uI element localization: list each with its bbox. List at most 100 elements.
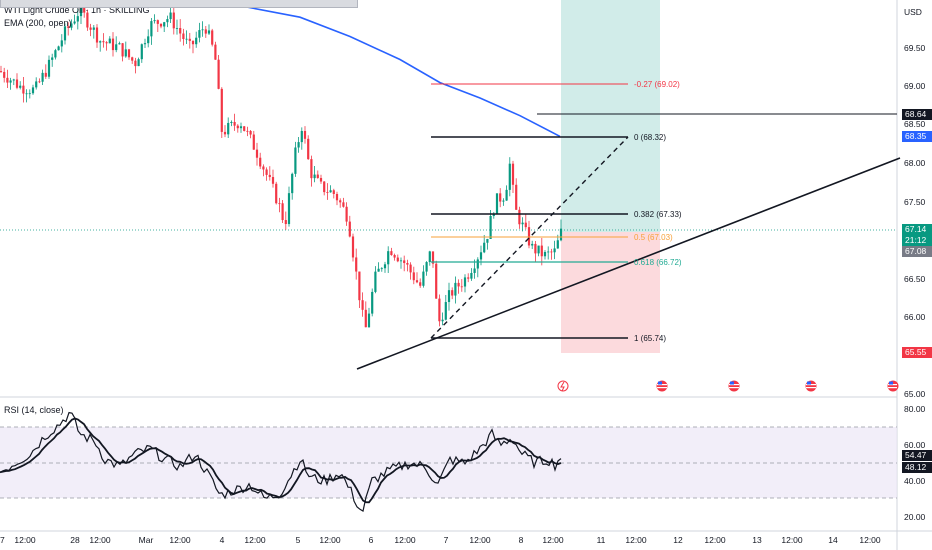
candle-body xyxy=(409,264,412,273)
candle-body xyxy=(553,248,556,253)
price-badge-current: 67.14 21:12 xyxy=(902,224,932,246)
candle-body xyxy=(537,245,540,254)
candle-body xyxy=(457,282,460,287)
candle-body xyxy=(137,59,140,67)
candle-body xyxy=(524,222,527,228)
candle-body xyxy=(99,41,102,43)
toolbar-box[interactable] xyxy=(0,0,358,8)
price-badge-ema: 68.35 xyxy=(902,131,932,142)
candle-body xyxy=(118,43,121,45)
bar-countdown: 21:12 xyxy=(905,235,927,245)
currency-label[interactable]: USD xyxy=(904,7,922,17)
candle-body xyxy=(105,42,108,44)
candle-body xyxy=(383,264,387,269)
event-flash-icon[interactable] xyxy=(557,380,569,392)
candle-body xyxy=(207,30,211,34)
candle-body xyxy=(479,252,483,260)
candle-body xyxy=(150,21,153,37)
take-profit-zone[interactable] xyxy=(561,0,660,232)
candle-body xyxy=(271,177,275,184)
candle-body xyxy=(195,37,198,45)
candle-body xyxy=(303,130,307,139)
time-tick: 6 xyxy=(369,535,374,545)
candle-body xyxy=(281,203,284,221)
time-tick: 11 xyxy=(597,535,606,545)
event-us-flag-icon[interactable] xyxy=(656,380,668,392)
price-tick: 67.50 xyxy=(904,197,926,207)
candle-body xyxy=(204,29,207,34)
rsi-ma-badge: 48.12 xyxy=(902,462,932,473)
time-tick: 12:00 xyxy=(169,535,191,545)
candle-body xyxy=(294,147,297,174)
candle-body xyxy=(60,40,63,47)
trend-line[interactable] xyxy=(356,157,901,370)
candle-body xyxy=(3,71,6,78)
candle-body xyxy=(102,41,105,43)
candle-body xyxy=(19,85,22,88)
candle-body xyxy=(201,29,204,31)
time-tick: 5 xyxy=(296,535,301,545)
candle-body xyxy=(463,277,467,287)
candle-body xyxy=(147,36,150,44)
time-tick: 7 xyxy=(0,535,5,545)
candle-body xyxy=(540,245,543,257)
candle-body xyxy=(323,181,326,193)
candle-body xyxy=(438,298,441,322)
rsi-band xyxy=(0,427,897,498)
candle-body xyxy=(236,125,239,129)
candle-body xyxy=(223,131,227,135)
candle-body xyxy=(54,50,57,58)
candle-body xyxy=(233,121,236,126)
candle-body xyxy=(313,174,316,179)
fib-diagonal[interactable] xyxy=(430,136,629,339)
price-badge-6708: 67.08 xyxy=(902,246,932,257)
event-us-flag-icon[interactable] xyxy=(728,380,740,392)
ema-legend[interactable]: EMA (200, open) xyxy=(4,18,72,28)
time-tick: 7 xyxy=(444,535,449,545)
candle-body xyxy=(355,257,358,272)
candle-body xyxy=(531,243,534,246)
rsi-legend[interactable]: RSI (14, close) xyxy=(4,405,64,415)
time-axis[interactable]: 7 12:00 28 12:00 Mar 12:00 4 12:00 5 12:00 6 12:00 7… xyxy=(0,535,881,545)
candle-body xyxy=(169,12,172,20)
candle-body xyxy=(163,22,166,27)
time-tick: 14 xyxy=(828,535,838,545)
candle-body xyxy=(441,319,444,322)
candle-body xyxy=(255,149,259,158)
candle-body xyxy=(47,59,51,77)
event-us-flag-icon[interactable] xyxy=(805,380,817,392)
fib-label-0382: 0.382 (67.33) xyxy=(634,210,682,219)
candle-body xyxy=(364,309,367,328)
candle-body xyxy=(435,263,438,299)
candle-body xyxy=(556,240,559,249)
candle-body xyxy=(278,203,281,205)
rsi-tick: 20.00 xyxy=(904,512,926,522)
candle-body xyxy=(63,26,67,41)
candle-body xyxy=(191,40,195,45)
candle-body xyxy=(451,290,454,296)
candle-body xyxy=(153,20,156,22)
candle-body xyxy=(316,174,319,178)
candle-body xyxy=(185,38,188,40)
stop-loss-zone[interactable] xyxy=(561,232,660,353)
candle-body xyxy=(476,259,479,269)
rsi-ma-line[interactable] xyxy=(0,417,562,504)
candle-body xyxy=(57,46,60,51)
candle-body xyxy=(460,286,463,288)
price-tick: 68.00 xyxy=(904,158,926,168)
fib-label-neg027: -0.27 (69.02) xyxy=(634,80,680,89)
ema-200-line[interactable] xyxy=(0,0,561,138)
candle-body xyxy=(179,28,182,34)
time-tick: 12:00 xyxy=(469,535,491,545)
candle-body xyxy=(246,130,249,132)
time-tick: 28 xyxy=(70,535,80,545)
candle-body xyxy=(38,81,41,83)
candle-body xyxy=(351,236,355,258)
candle-body xyxy=(399,260,403,262)
event-us-flag-icon[interactable] xyxy=(887,380,899,392)
candle-body xyxy=(70,23,73,28)
symbol-title[interactable]: WTI Light Crude Oil · 1h · SKILLING xyxy=(4,5,150,15)
candle-body xyxy=(6,77,9,83)
candle-body xyxy=(419,282,422,286)
